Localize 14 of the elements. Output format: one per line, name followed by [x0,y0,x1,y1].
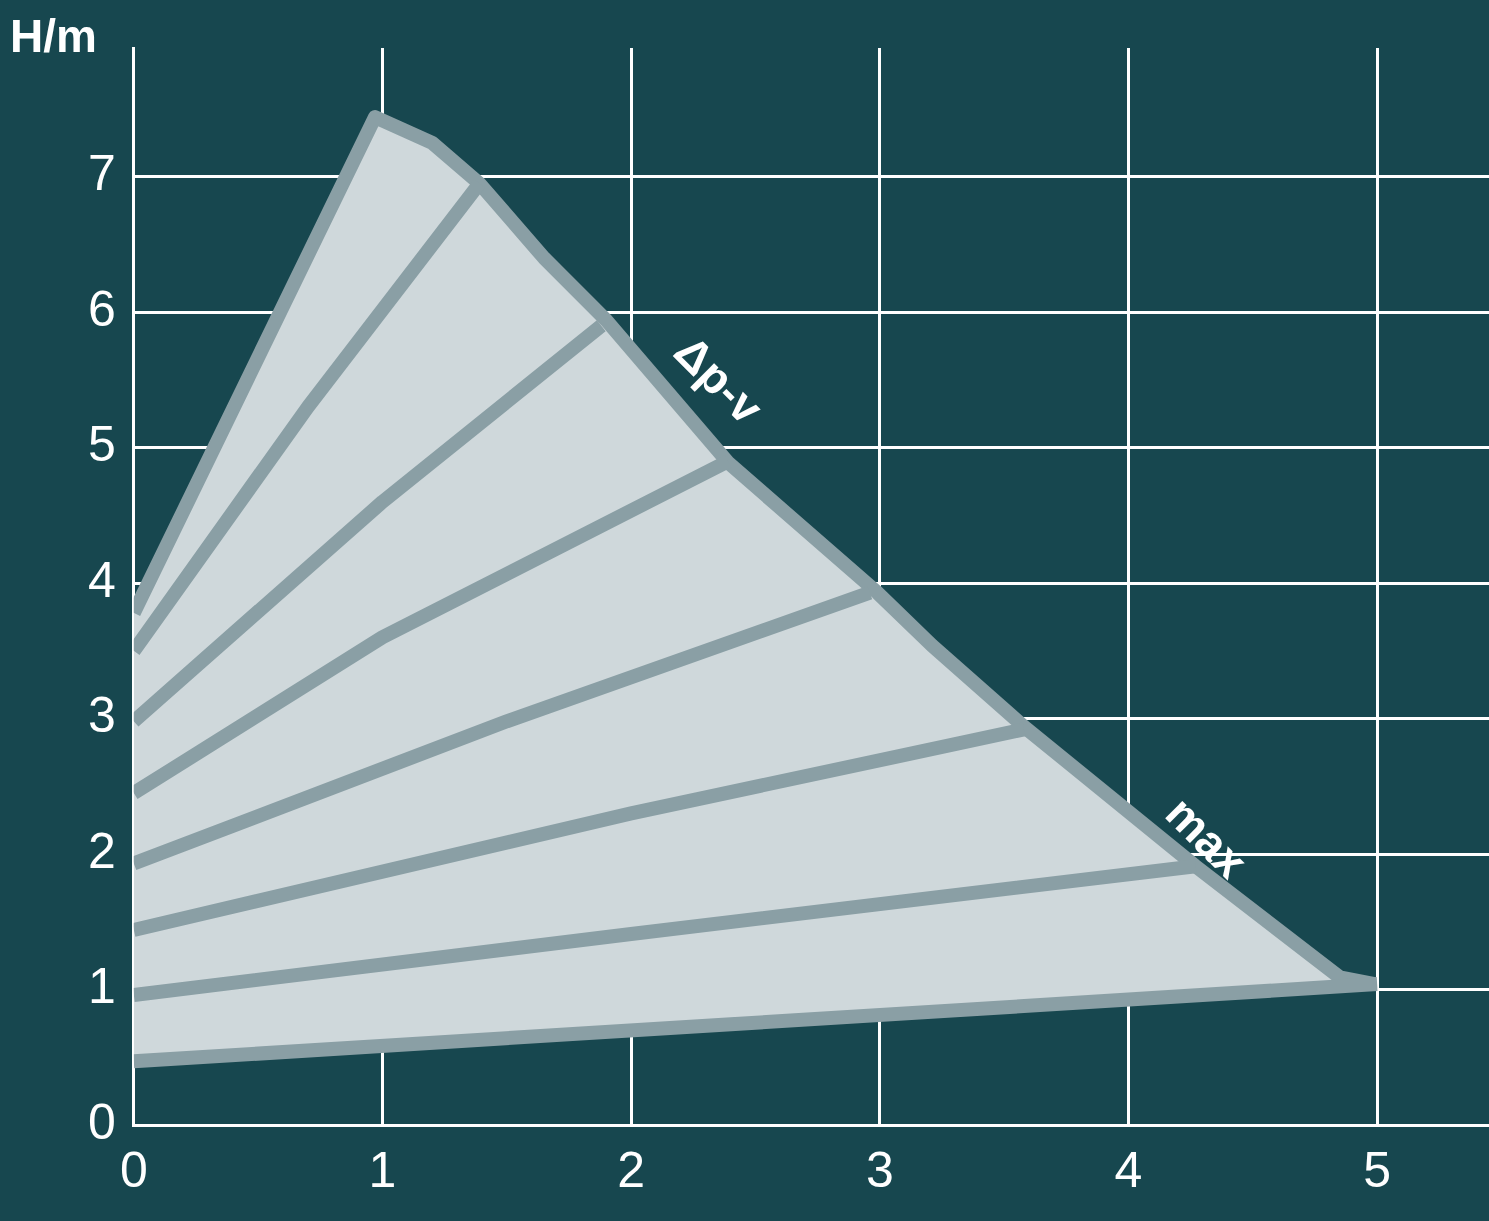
x-tick-label: 3 [865,1141,894,1198]
y-tick-label: 3 [88,687,116,744]
y-tick-label: 2 [88,822,116,879]
y-axis-title: H/m [10,9,97,62]
y-tick-label: 1 [88,958,116,1015]
x-tick-label: 5 [1363,1141,1392,1198]
x-tick-label: 2 [617,1141,646,1198]
y-tick-label: 7 [88,145,116,202]
y-tick-label: 5 [88,416,116,473]
x-tick-label: 4 [1114,1141,1143,1198]
y-tick-label: 0 [88,1093,116,1150]
y-tick-label: 6 [88,280,116,337]
x-tick-label: 1 [368,1141,397,1198]
y-tick-label: 4 [88,551,116,608]
